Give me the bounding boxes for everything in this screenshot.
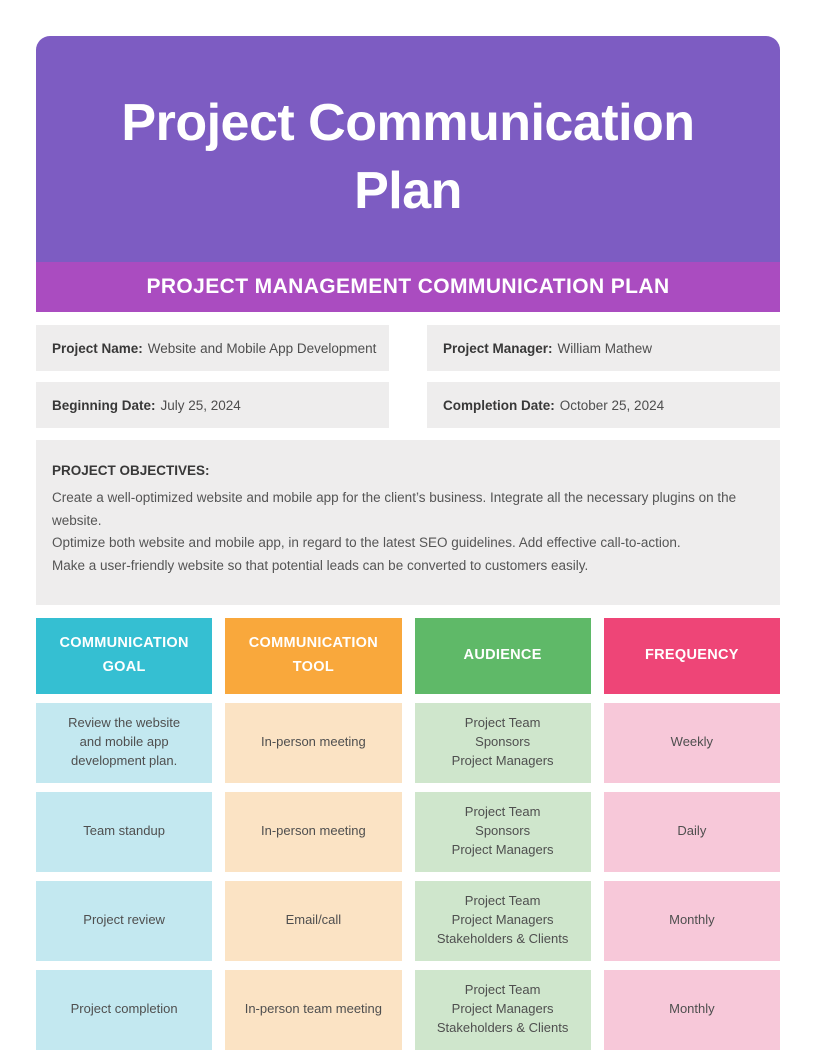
project-info-grid: Project Name: Website and Mobile App Dev… xyxy=(36,325,780,428)
cell-tool: Email/call xyxy=(225,880,402,961)
column-header-communication-goal: COMMUNICATION GOAL xyxy=(36,617,213,694)
project-name-label: Project Name: xyxy=(52,340,143,356)
cell-audience: Project Team Sponsors Project Managers xyxy=(414,702,591,783)
objectives-line: Create a well-optimized website and mobi… xyxy=(52,490,737,528)
column-header-frequency: FREQUENCY xyxy=(603,617,780,694)
table-header-row: COMMUNICATION GOAL COMMUNICATION TOOL AU… xyxy=(36,617,780,694)
objectives-heading: PROJECT OBJECTIVES: xyxy=(52,463,210,478)
beginning-date-value: July 25, 2024 xyxy=(160,397,241,413)
page-title: Project Communication Plan xyxy=(121,94,695,220)
cell-frequency: Daily xyxy=(603,791,780,872)
subtitle-banner: PROJECT MANAGEMENT COMMUNICATION PLAN xyxy=(36,262,780,312)
project-manager-box: Project Manager: William Mathew xyxy=(427,325,780,371)
cell-goal: Team standup xyxy=(36,791,213,872)
table-body: Review the website and mobile app develo… xyxy=(36,702,780,1050)
completion-date-box: Completion Date: October 25, 2024 xyxy=(427,382,780,428)
cell-audience: Project Team Sponsors Project Managers xyxy=(414,791,591,872)
cell-audience: Project Team Project Managers Stakeholde… xyxy=(414,969,591,1050)
objectives-line: Make a user-friendly website so that pot… xyxy=(52,558,589,574)
document-header: Project Communication Plan xyxy=(36,36,780,262)
beginning-date-box: Beginning Date: July 25, 2024 xyxy=(36,382,389,428)
column-header-communication-tool: COMMUNICATION TOOL xyxy=(225,617,402,694)
cell-goal: Project completion xyxy=(36,969,213,1050)
subtitle-text: PROJECT MANAGEMENT COMMUNICATION PLAN xyxy=(146,275,670,298)
cell-goal: Review the website and mobile app develo… xyxy=(36,702,213,783)
project-name-value: Website and Mobile App Development xyxy=(147,340,377,356)
cell-audience: Project Team Project Managers Stakeholde… xyxy=(414,880,591,961)
project-objectives-section: PROJECT OBJECTIVES: Create a well-optimi… xyxy=(36,440,780,605)
cell-tool: In-person meeting xyxy=(225,702,402,783)
objectives-line: Optimize both website and mobile app, in… xyxy=(52,535,681,551)
column-header-audience: AUDIENCE xyxy=(414,617,591,694)
completion-date-value: October 25, 2024 xyxy=(559,397,665,413)
cell-tool: In-person team meeting xyxy=(225,969,402,1050)
cell-frequency: Monthly xyxy=(603,880,780,961)
project-name-box: Project Name: Website and Mobile App Dev… xyxy=(36,325,389,371)
completion-date-label: Completion Date: xyxy=(443,397,555,413)
project-manager-label: Project Manager: xyxy=(443,340,553,356)
project-manager-value: William Mathew xyxy=(557,340,653,356)
cell-frequency: Weekly xyxy=(603,702,780,783)
cell-tool: In-person meeting xyxy=(225,791,402,872)
beginning-date-label: Beginning Date: xyxy=(52,397,156,413)
cell-goal: Project review xyxy=(36,880,213,961)
cell-frequency: Monthly xyxy=(603,969,780,1050)
